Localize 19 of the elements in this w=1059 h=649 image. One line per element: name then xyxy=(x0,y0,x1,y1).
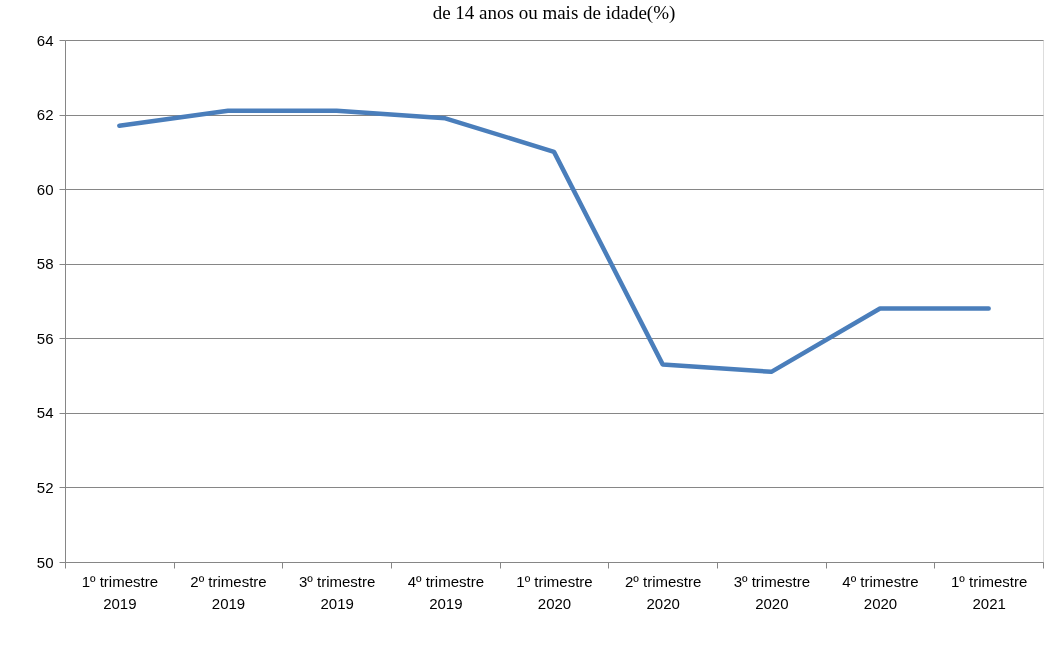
x-tick-label: 1º trimestre 2021 xyxy=(951,572,1028,612)
x-tick-label: 3º trimestre 2019 xyxy=(299,572,376,612)
x-tick-label: 4º trimestre 2020 xyxy=(842,572,919,612)
y-tick-label: 62 xyxy=(36,106,54,124)
y-tick-label: 50 xyxy=(36,553,54,571)
chart-title: de 14 anos ou mais de idade(%) xyxy=(432,2,676,24)
y-tick-label: 60 xyxy=(36,180,54,198)
y-tick-label: 56 xyxy=(36,329,54,347)
x-tick-label: 2º trimestre 2019 xyxy=(190,572,267,612)
x-tick-label: 3º trimestre 2020 xyxy=(733,572,810,612)
x-tick-label: 1º trimestre 2020 xyxy=(516,572,593,612)
x-tick-label: 2º trimestre 2020 xyxy=(625,572,702,612)
y-tick-label: 52 xyxy=(36,478,54,496)
y-tick-label: 58 xyxy=(36,255,54,273)
x-tick-label: 1º trimestre 2019 xyxy=(81,572,158,612)
y-tick-label: 54 xyxy=(36,404,54,422)
y-tick-label: 64 xyxy=(36,31,54,49)
x-tick-label: 4º trimestre 2019 xyxy=(407,572,484,612)
line-series xyxy=(117,108,991,375)
